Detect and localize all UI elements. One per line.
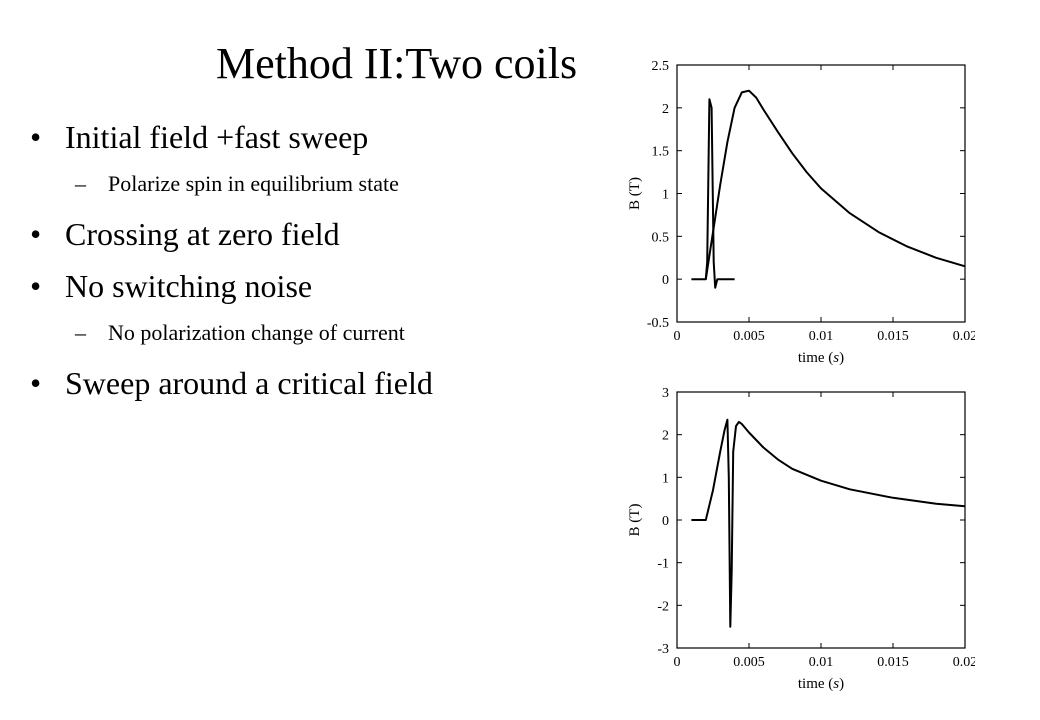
bullet-dot: • bbox=[30, 268, 42, 304]
series-line-1 bbox=[691, 98, 735, 289]
x-axis-label-prefix: time ( bbox=[798, 350, 833, 366]
x-tick-label: 0 bbox=[674, 655, 681, 670]
y-tick-label: 0 bbox=[662, 273, 669, 288]
y-axis-label: B (T) bbox=[627, 504, 643, 537]
x-tick-label: 0.02 bbox=[953, 655, 975, 670]
y-tick-label: 1.5 bbox=[652, 145, 670, 160]
x-axis-label-unit: s bbox=[833, 676, 839, 692]
y-tick-label: 1 bbox=[662, 188, 669, 203]
y-tick-label: -3 bbox=[657, 642, 669, 657]
slide-title: Method II:Two coils bbox=[216, 39, 578, 88]
plot-frame bbox=[676, 64, 966, 323]
y-tick-label: 0 bbox=[662, 514, 669, 529]
plot-frame bbox=[676, 391, 966, 649]
sub-bullet-item: – No polarization change of current bbox=[30, 319, 610, 347]
x-tick-label: 0.02 bbox=[953, 329, 975, 344]
series-line-1 bbox=[691, 418, 966, 628]
sub-bullet-text: Polarize spin in equilibrium state bbox=[108, 171, 399, 196]
sub-bullet-text: No polarization change of current bbox=[108, 320, 405, 345]
bullet-item: • Sweep around a critical field bbox=[30, 364, 610, 402]
bullet-item: • Crossing at zero field bbox=[30, 215, 610, 253]
x-axis-label: time (s) bbox=[798, 350, 844, 366]
bullet-item: • Initial field +fast sweep bbox=[30, 118, 610, 156]
x-axis-label-suffix: ) bbox=[839, 676, 844, 692]
x-axis-label-unit: s bbox=[833, 350, 839, 366]
x-tick-label: 0 bbox=[674, 329, 681, 344]
x-tick-label: 0.01 bbox=[809, 655, 834, 670]
bullet-text: No switching noise bbox=[65, 268, 313, 304]
y-tick-label: 2 bbox=[662, 429, 669, 444]
y-tick-label: -0.5 bbox=[647, 316, 669, 331]
bullet-dot: • bbox=[30, 216, 42, 252]
chart-bottom: 0 0.005 0.01 0.015 0.02 -3 -2 -1 0 1 2 3 time (s) B (… bbox=[627, 386, 975, 692]
bullet-list: • Initial field +fast sweep – Polarize spi… bbox=[30, 118, 610, 416]
bullet-text: Sweep around a critical field bbox=[65, 365, 433, 401]
y-tick-label: -2 bbox=[657, 599, 669, 614]
x-axis-label-suffix: ) bbox=[839, 350, 844, 366]
sub-bullet-dash: – bbox=[75, 320, 86, 345]
bullet-item: • No switching noise bbox=[30, 267, 610, 305]
x-tick-label: 0.01 bbox=[809, 329, 834, 344]
x-axis-label-prefix: time ( bbox=[798, 676, 833, 692]
y-axis-label: B (T) bbox=[627, 177, 643, 210]
bullet-text: Initial field +fast sweep bbox=[65, 119, 369, 155]
y-tick-label: 1 bbox=[662, 471, 669, 486]
x-tick-label: 0.015 bbox=[877, 655, 909, 670]
bullet-dot: • bbox=[30, 365, 42, 401]
x-axis-label: time (s) bbox=[798, 676, 844, 692]
y-tick-label: 2 bbox=[662, 102, 669, 117]
y-tick-label: -1 bbox=[657, 557, 669, 572]
bullet-dot: • bbox=[30, 119, 42, 155]
x-tick-label: 0.015 bbox=[877, 329, 909, 344]
y-tick-label: 0.5 bbox=[652, 230, 670, 245]
x-tick-label: 0.005 bbox=[733, 655, 765, 670]
sub-bullet-dash: – bbox=[75, 171, 86, 196]
sub-bullet-item: – Polarize spin in equilibrium state bbox=[30, 170, 610, 198]
chart-top: 0 0.005 0.01 0.015 0.02 -0.5 0 0.5 1 1.5 2 2.5 time … bbox=[627, 59, 975, 366]
y-tick-label: 3 bbox=[662, 386, 669, 401]
x-tick-label: 0.005 bbox=[733, 329, 765, 344]
series-line-2 bbox=[704, 89, 966, 280]
bullet-text: Crossing at zero field bbox=[65, 216, 340, 252]
y-tick-label: 2.5 bbox=[652, 59, 670, 74]
